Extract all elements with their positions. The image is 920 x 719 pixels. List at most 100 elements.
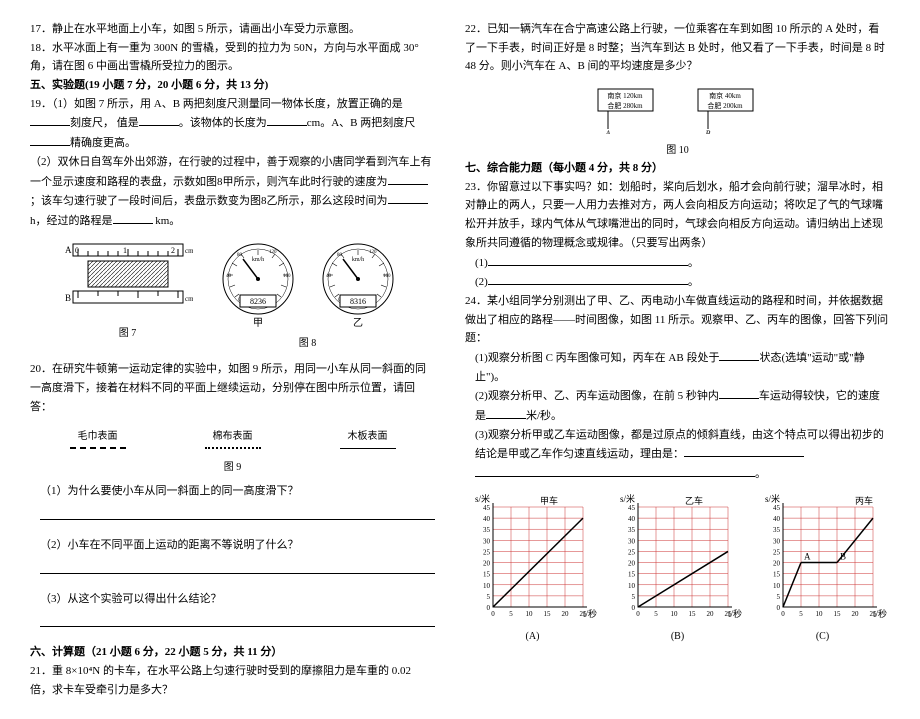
svg-text:t/秒: t/秒	[873, 608, 887, 619]
svg-text:45: 45	[483, 504, 491, 512]
q19-1c: 值是	[117, 117, 139, 129]
q19-2a: （2）双休日自驾车外出郊游，在行驶的过程中，善于观察的小唐同学看到汽车上有一个显…	[30, 156, 432, 188]
section6-title: 六、计算题（21 小题 6 分，22 小题 5 分，共 11 分）	[30, 643, 435, 662]
q24-2: (2)观察分析甲、乙、丙车运动图像，在前 5 秒钟内车运动得较快，它的速度是米/…	[475, 386, 890, 425]
svg-text:0: 0	[781, 610, 785, 618]
svg-text:20: 20	[852, 610, 860, 618]
svg-text:15: 15	[834, 610, 842, 618]
surface-b: 棉布表面	[205, 426, 261, 449]
blank	[684, 444, 804, 457]
svg-text:8236: 8236	[250, 297, 266, 306]
svg-text:35: 35	[483, 526, 491, 534]
blank	[139, 113, 179, 126]
svg-text:B: B	[840, 551, 846, 561]
blank	[486, 406, 526, 419]
svg-text:5: 5	[487, 593, 491, 601]
q23-2-row: (2)。	[475, 272, 890, 292]
svg-text:0: 0	[487, 604, 491, 612]
q19: 19．（1）如图 7 所示，用 A、B 两把刻度尺测量同一物体长度，放置正确的是…	[30, 95, 435, 153]
svg-text:t/秒: t/秒	[728, 608, 742, 619]
svg-text:10: 10	[526, 610, 534, 618]
svg-text:甲车: 甲车	[540, 495, 558, 506]
svg-text:120: 120	[369, 250, 377, 255]
charts-row: 0510152025051015202530354045 s/米 甲车 t/秒 …	[465, 492, 890, 646]
svg-text:15: 15	[689, 610, 697, 618]
svg-text:30: 30	[483, 537, 491, 545]
svg-text:160: 160	[283, 274, 291, 279]
answer-line	[40, 505, 435, 520]
q23-1: (1)	[475, 257, 488, 269]
svg-text:25: 25	[628, 548, 636, 556]
svg-text:乙: 乙	[353, 317, 363, 329]
q18: 18．水平冰面上有一重为 300N 的雪橇，受到的拉力为 50N，方向与水平面成…	[30, 39, 435, 76]
svg-text:15: 15	[628, 570, 636, 578]
blank	[388, 172, 428, 185]
svg-text:30: 30	[628, 537, 636, 545]
svg-text:15: 15	[773, 570, 781, 578]
q19-2c: h，经过的路程是	[30, 215, 113, 227]
svg-text:80: 80	[237, 253, 243, 258]
svg-text:20: 20	[773, 559, 781, 567]
q19-1e: cm。A、B 两把刻度尺	[307, 117, 415, 129]
svg-text:20: 20	[562, 610, 570, 618]
q19-1a: 19．（1）如图 7 所示，用 A、B 两把刻度尺测量同一物体长度，放置正确的是	[30, 98, 403, 110]
svg-text:120: 120	[269, 250, 277, 255]
svg-text:25: 25	[483, 548, 491, 556]
svg-text:10: 10	[483, 582, 491, 590]
svg-text:5: 5	[654, 610, 658, 618]
svg-text:45: 45	[773, 504, 781, 512]
svg-text:5: 5	[632, 593, 636, 601]
svg-text:80: 80	[337, 253, 343, 258]
svg-text:2: 2	[171, 246, 175, 255]
q20: 20．在研究牛顿第一运动定律的实验中，如图 9 所示，用同一小车从同一斜面的同一…	[30, 360, 435, 416]
svg-text:cm: cm	[185, 295, 193, 303]
ruler-figure: 012 cm A cm B 图 7	[63, 239, 193, 353]
svg-text:km/h: km/h	[251, 257, 263, 263]
svg-text:30: 30	[773, 537, 781, 545]
surface-a: 毛巾表面	[70, 426, 126, 449]
svg-text:10: 10	[816, 610, 824, 618]
q19-1d: 。该物体的长度为	[179, 117, 267, 129]
chart-c-svg: 0510152025051015202530354045AB s/米 丙车 t/…	[755, 492, 890, 622]
svg-text:1: 1	[123, 246, 127, 255]
gauge-icon: km/h 04080120160 8236	[213, 239, 403, 329]
q22: 22．已知一辆汽车在合宁高速公路上行驶，一位乘客在车到如图 10 所示的 A 处…	[465, 20, 890, 76]
q19-2b: ；该车匀速行驶了一段时间后，表盘示数变为图8乙所示，那么这段时间为	[30, 195, 388, 207]
blank	[475, 464, 755, 477]
sign-icon: 南京 120km 合肥 280km A 南京 40km 合肥 200km B	[588, 84, 768, 134]
q23-2: (2)	[475, 276, 488, 288]
svg-text:s/米: s/米	[620, 493, 635, 504]
q17: 17．静止在水平地面上小车，如图 5 所示，请画出小车受力示意图。	[30, 20, 435, 39]
svg-text:20: 20	[483, 559, 491, 567]
left-column: 17．静止在水平地面上小车，如图 5 所示，请画出小车受力示意图。 18．水平冰…	[30, 20, 435, 699]
svg-text:丙车: 丙车	[855, 495, 873, 506]
fig8-label: 图 8	[213, 335, 403, 352]
surface-c: 木板表面	[340, 426, 396, 449]
blank	[267, 113, 307, 126]
svg-text:10: 10	[628, 582, 636, 590]
svg-text:t/秒: t/秒	[583, 608, 597, 619]
q24: 24．某小组同学分别测出了甲、乙、丙电动小车做直线运动的路程和时间，并依据数据做…	[465, 292, 890, 348]
svg-text:20: 20	[628, 559, 636, 567]
q24-3-line2: 。	[475, 464, 890, 484]
svg-text:8316: 8316	[350, 297, 366, 306]
svg-text:B: B	[705, 129, 710, 134]
svg-text:5: 5	[777, 593, 781, 601]
svg-text:B: B	[65, 293, 71, 303]
svg-text:南京 40km: 南京 40km	[709, 91, 741, 100]
section7-title: 七、综合能力题（每小题 4 分，共 8 分）	[465, 159, 890, 178]
section5-title: 五、实验题(19 小题 7 分，20 小题 6 分，共 13 分)	[30, 76, 435, 95]
chart-c: 0510152025051015202530354045AB s/米 丙车 t/…	[755, 492, 890, 646]
q21: 21．重 8×10⁴N 的卡车，在水平公路上匀速行驶时受到的摩擦阻力是车重的 0…	[30, 662, 435, 699]
gauges-figure: km/h 04080120160 8236	[213, 239, 403, 353]
chart-a-svg: 0510152025051015202530354045 s/米 甲车 t/秒	[465, 492, 600, 622]
answer-line	[40, 612, 435, 627]
svg-text:km/h: km/h	[351, 257, 363, 263]
q20-1: （1）为什么要使小车从同一斜面上的同一高度滑下？	[40, 482, 435, 520]
q19-1f: 精确度更高。	[70, 137, 136, 149]
svg-text:合肥 200km: 合肥 200km	[707, 101, 743, 110]
fig10-label: 图 10	[465, 142, 890, 159]
figure-row-7-8: 012 cm A cm B 图 7	[30, 239, 435, 353]
svg-text:乙车: 乙车	[685, 495, 703, 506]
svg-text:15: 15	[483, 570, 491, 578]
